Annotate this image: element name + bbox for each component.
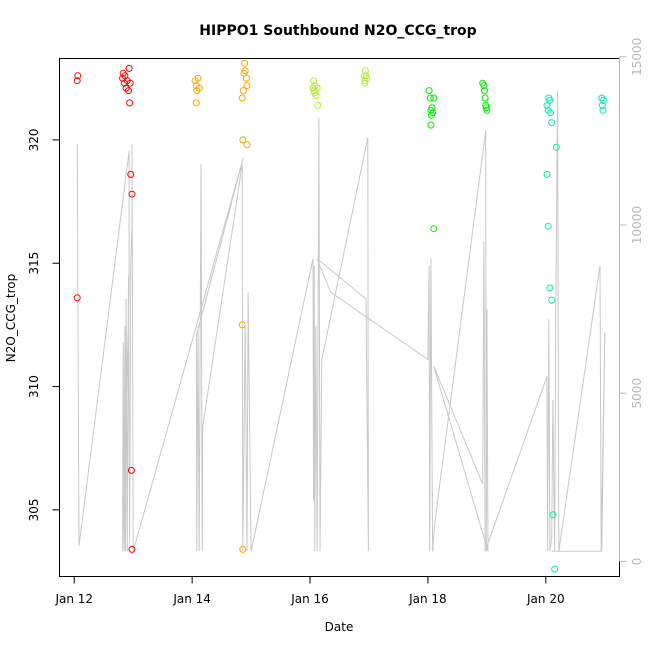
data-point (427, 121, 435, 129)
data-point (73, 294, 81, 302)
y-left-tick-label: 320 (27, 128, 41, 151)
data-point (361, 67, 369, 75)
data-point (314, 101, 322, 109)
data-point (543, 101, 551, 109)
data-point (599, 106, 607, 114)
x-tick-label: Jan 14 (172, 592, 211, 606)
data-point (242, 74, 250, 82)
data-point (600, 96, 608, 104)
data-point (552, 143, 560, 151)
data-point (239, 87, 247, 95)
data-point (480, 82, 488, 90)
data-point (310, 77, 318, 85)
y-left-tick-label: 315 (27, 252, 41, 275)
y-axis-right: 0 5000 10000 15000 (619, 38, 644, 566)
data-point (239, 545, 247, 553)
data-point (429, 109, 437, 117)
data-point (483, 106, 491, 114)
data-point (426, 94, 434, 102)
data-point (128, 545, 136, 553)
altitude-trace-line (76, 90, 606, 552)
data-point (428, 104, 436, 112)
x-tick-label: Jan 16 (290, 592, 329, 606)
altitude-trace-layer (76, 90, 606, 552)
data-point (241, 67, 249, 75)
data-point (598, 101, 606, 109)
data-point (430, 225, 438, 233)
x-axis-label: Date (325, 620, 354, 634)
y-axis-label: N2O_CCG_trop (4, 274, 18, 362)
data-point (127, 170, 135, 178)
chart-title: HIPPO1 Southbound N2O_CCG_trop (199, 23, 476, 39)
y-right-tick-label: 0 (630, 558, 644, 566)
data-point (548, 119, 556, 127)
data-point (126, 79, 134, 87)
data-point (238, 321, 246, 329)
y-left-tick-label: 310 (27, 375, 41, 398)
data-point (481, 94, 489, 102)
data-point (425, 87, 433, 95)
data-point (544, 222, 552, 230)
data-point (546, 284, 554, 292)
data-point (195, 84, 203, 92)
y-right-tick-label: 5000 (630, 378, 644, 409)
data-point (192, 99, 200, 107)
data-point (430, 94, 438, 102)
plot-frame (59, 58, 620, 577)
data-point (243, 82, 251, 90)
data-point (125, 64, 133, 72)
x-tick-label: Jan 20 (526, 592, 565, 606)
data-point (548, 296, 556, 304)
data-point (543, 170, 551, 178)
data-point (547, 109, 554, 117)
data-point (361, 79, 369, 87)
data-point (243, 141, 251, 149)
data-point (74, 72, 82, 80)
data-point (239, 136, 247, 144)
data-point (241, 59, 249, 67)
x-tick-label: Jan 18 (408, 592, 447, 606)
data-point (126, 99, 134, 107)
data-points-layer (73, 59, 608, 573)
x-axis: Jan 12 Jan 14 Jan 16 Jan 18 Jan 20 (54, 576, 565, 606)
data-point (481, 87, 488, 95)
x-tick-label: Jan 12 (54, 592, 93, 606)
y-right-tick-label: 15000 (630, 38, 644, 76)
y-right-tick-label: 10000 (630, 206, 644, 244)
data-point (546, 96, 554, 104)
y-axis-left: 305 310 315 320 (27, 128, 60, 521)
data-point (125, 87, 132, 95)
data-point (311, 89, 319, 97)
data-point (127, 466, 135, 474)
data-point (238, 94, 246, 102)
data-point (73, 77, 81, 85)
data-point (549, 511, 557, 519)
data-point (128, 190, 136, 198)
data-point (551, 565, 559, 573)
y-left-tick-label: 305 (27, 498, 41, 521)
data-point (194, 74, 202, 82)
